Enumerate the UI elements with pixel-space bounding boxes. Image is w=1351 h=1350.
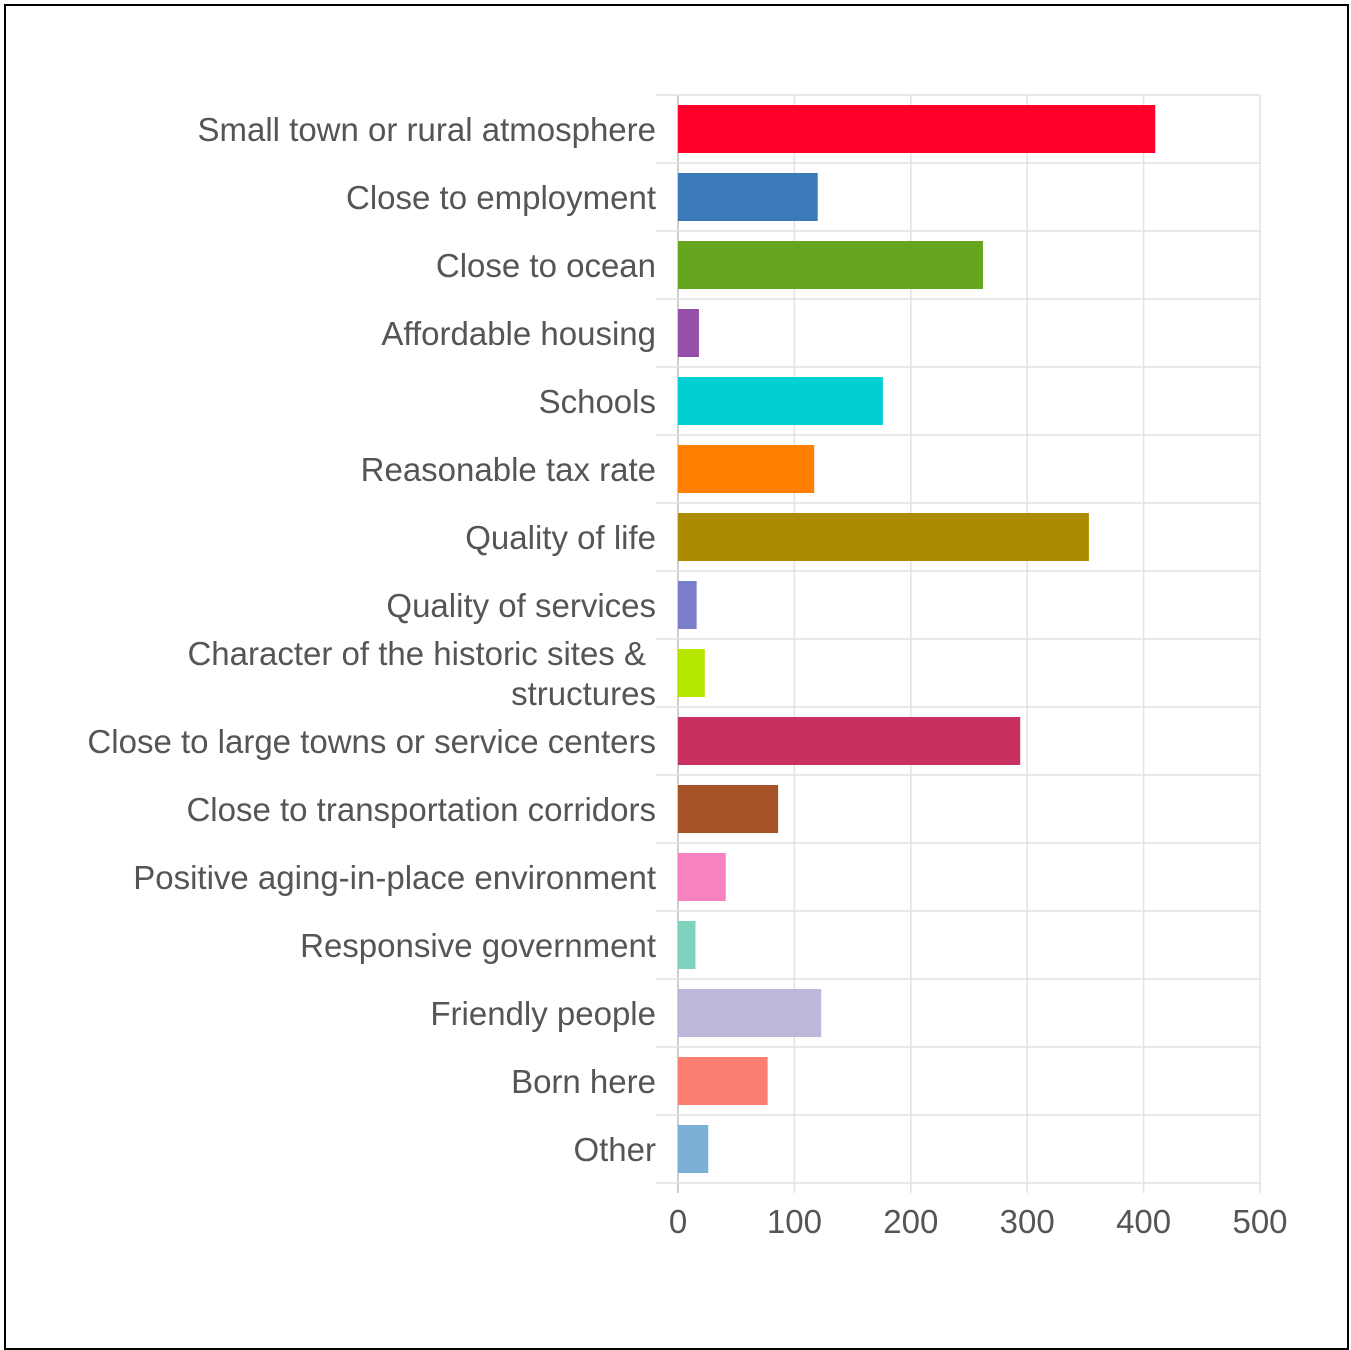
bar xyxy=(678,173,818,221)
bar xyxy=(678,445,815,493)
category-label: Friendly people xyxy=(430,995,656,1032)
category-label: Born here xyxy=(511,1063,656,1100)
category-label: Close to transportation corridors xyxy=(186,791,656,828)
category-label: Quality of life xyxy=(465,519,656,556)
category-label: Character of the historic sites & structu… xyxy=(187,635,656,712)
category-label: Small town or rural atmosphere xyxy=(197,111,656,148)
category-label: Close to large towns or service centers xyxy=(87,723,656,760)
x-tick-label: 400 xyxy=(1116,1203,1171,1240)
x-tick-label: 200 xyxy=(883,1203,938,1240)
x-tick-label: 500 xyxy=(1232,1203,1287,1240)
category-label: Close to ocean xyxy=(436,247,656,284)
bar xyxy=(678,581,697,629)
category-label: Other xyxy=(573,1131,656,1168)
category-label: Quality of services xyxy=(386,587,656,624)
bar xyxy=(678,785,779,833)
bar xyxy=(678,513,1089,561)
bar xyxy=(678,989,822,1037)
x-tick-label: 100 xyxy=(767,1203,822,1240)
bar xyxy=(678,1057,768,1105)
x-tick-label: 300 xyxy=(1000,1203,1055,1240)
category-labels: Small town or rural atmosphere Close to e… xyxy=(87,111,656,1168)
category-label: Reasonable tax rate xyxy=(361,451,656,488)
bar xyxy=(678,377,883,425)
bar xyxy=(678,717,1021,765)
category-label: Close to employment xyxy=(346,179,656,216)
grid-lines xyxy=(656,94,1261,1193)
category-label: Responsive government xyxy=(300,927,656,964)
chart-frame: Small town or rural atmosphere Close to e… xyxy=(4,4,1349,1350)
bar xyxy=(678,309,699,357)
x-tick-label: 0 xyxy=(669,1203,687,1240)
bar xyxy=(678,649,705,697)
category-label: Positive aging-in-place environment xyxy=(133,859,656,896)
bar xyxy=(678,241,983,289)
category-label: Affordable housing xyxy=(381,315,656,352)
bar xyxy=(678,853,726,901)
bar xyxy=(678,921,696,969)
category-label: Schools xyxy=(539,383,656,420)
bar xyxy=(678,105,1156,153)
x-axis-tick-labels: 0 100 200 300 400 500 xyxy=(669,1203,1288,1240)
bar xyxy=(678,1125,709,1173)
bars xyxy=(678,105,1156,1173)
bar-chart: Small town or rural atmosphere Close to e… xyxy=(87,94,1288,1240)
